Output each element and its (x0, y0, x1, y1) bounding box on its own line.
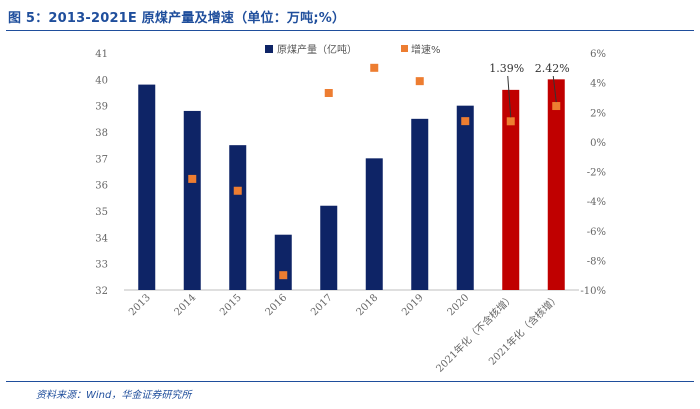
left-tick-label: 35 (95, 207, 108, 218)
right-tick-label: -4% (587, 197, 606, 208)
left-tick-label: 41 (95, 49, 108, 60)
chart-title: 图 5：2013-2021E 原煤产量及增速（单位：万吨;%） (8, 11, 346, 26)
right-axis: -10% -8% -6% -4% -2% 0% 2% 4% 6% (580, 49, 606, 297)
bar (320, 205, 338, 290)
growth-marker (279, 271, 288, 280)
category-tick-label: 2021年化（不含核增） (433, 291, 517, 375)
label-leader-line (552, 75, 557, 103)
bar (547, 79, 565, 290)
legend-marker-label: 增速% (411, 43, 441, 56)
category-tick-label: 2021年化（含核增） (486, 291, 563, 368)
bar (411, 118, 429, 290)
bar (229, 145, 247, 290)
source-rule (6, 381, 694, 382)
right-tick-label: -2% (587, 168, 606, 179)
legend-bar-swatch (265, 45, 273, 53)
title-rule (6, 30, 694, 31)
growth-marker (370, 63, 379, 72)
bar (138, 84, 156, 290)
label-leader-line (507, 75, 512, 118)
category-tick-label: 2018 (355, 292, 381, 318)
left-tick-label: 32 (95, 286, 108, 297)
left-axis: 32 33 34 35 36 37 38 39 40 41 (95, 49, 108, 297)
legend: 原煤产量（亿吨） 增速% (265, 43, 441, 56)
bar (502, 89, 520, 290)
bar (365, 158, 383, 290)
right-tick-label: 6% (590, 49, 606, 60)
category-tick-label: 2013 (127, 292, 153, 318)
category-axis: 2013 2014 2015 2016 2017 2018 2019 20202021年化（不… (127, 291, 562, 375)
legend-bar-label: 原煤产量（亿吨） (277, 43, 357, 56)
right-tick-label: -10% (580, 286, 606, 297)
growth-marker (552, 102, 561, 111)
growth-marker (461, 117, 470, 126)
category-tick-label: 2015 (218, 292, 244, 318)
growth-marker (506, 117, 515, 126)
right-tick-label: 0% (590, 138, 606, 149)
left-tick-label: 33 (95, 260, 108, 271)
left-tick-label: 39 (95, 102, 108, 113)
category-tick-label: 2020 (446, 292, 472, 318)
right-tick-label: -6% (587, 227, 606, 238)
left-tick-label: 38 (95, 128, 108, 139)
category-tick-label: 2016 (264, 292, 290, 318)
bar (456, 105, 474, 291)
growth-marker (233, 186, 242, 195)
right-tick-label: 4% (590, 79, 606, 90)
growth-marker (188, 174, 197, 183)
legend-marker-swatch (401, 45, 408, 52)
growth-marker (415, 77, 424, 86)
data-label: 1.39% (489, 62, 524, 75)
growth-marker (324, 88, 333, 97)
right-tick-label: -8% (587, 256, 606, 267)
bar (183, 110, 201, 290)
data-labels: 1.39% 2.42% (489, 62, 570, 118)
category-tick-label: 2014 (173, 292, 199, 318)
category-tick-label: 2019 (400, 292, 426, 318)
left-tick-label: 37 (95, 154, 108, 165)
right-tick-label: 2% (590, 108, 606, 119)
data-label: 2.42% (535, 62, 570, 75)
bar-series (138, 79, 565, 291)
bar (274, 234, 292, 290)
category-tick-label: 2017 (309, 292, 335, 318)
left-tick-label: 34 (95, 233, 108, 244)
growth-series (188, 63, 561, 280)
source-note: 资料来源：Wind，华金证券研究所 (36, 390, 192, 401)
left-tick-label: 36 (95, 181, 108, 192)
left-tick-label: 40 (95, 75, 108, 86)
